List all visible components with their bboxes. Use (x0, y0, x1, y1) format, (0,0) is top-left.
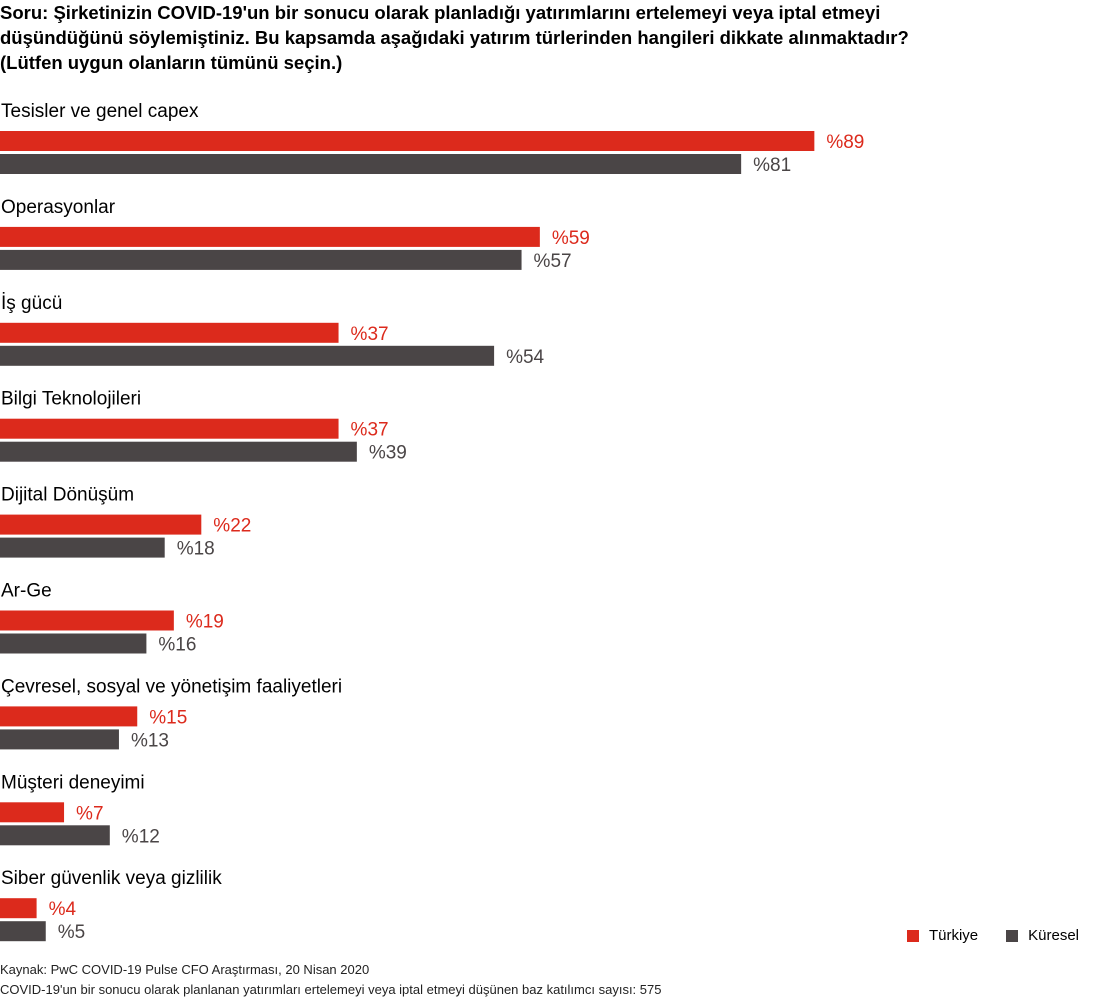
bar-turkiye (0, 898, 37, 919)
bar-kuresel (0, 825, 110, 846)
legend-label-turkiye: Türkiye (928, 927, 979, 944)
value-label-turkiye: %59 (552, 228, 590, 249)
chart-title-line: düşündüğünü söylemiştiniz. Bu kapsamda a… (0, 27, 909, 48)
bar-turkiye (0, 322, 339, 343)
legend-swatch-turkiye (906, 929, 919, 942)
value-label-kuresel: %18 (177, 539, 215, 560)
category-label: Tesisler ve genel capex (1, 101, 199, 122)
value-label-kuresel: %39 (369, 443, 407, 464)
source-note: Kaynak: PwC COVID-19 Pulse CFO Araştırma… (0, 962, 370, 977)
bar-kuresel (0, 633, 147, 654)
value-label-turkiye: %19 (186, 612, 224, 633)
chart-footer: Kaynak: PwC COVID-19 Pulse CFO Araştırma… (0, 960, 661, 1000)
value-label-turkiye: %37 (351, 420, 389, 441)
legend-item-turkiye: Türkiye (906, 927, 979, 944)
category-label: Dijital Dönüşüm (1, 485, 134, 506)
bar-kuresel (0, 441, 357, 462)
value-label-kuresel: %16 (158, 635, 196, 656)
value-label-kuresel: %5 (58, 922, 85, 943)
category-label: Bilgi Teknolojileri (1, 389, 141, 410)
legend-item-kuresel: Küresel (1006, 927, 1079, 944)
category-label: Siber güvenlik veya gizlilik (1, 868, 222, 889)
value-label-turkiye: %22 (213, 516, 251, 537)
bar-turkiye (0, 802, 65, 823)
bar-kuresel (0, 537, 165, 558)
value-label-kuresel: %81 (753, 155, 791, 176)
category-label: İş gücü (1, 293, 62, 314)
value-label-kuresel: %13 (131, 730, 169, 751)
bar-turkiye (0, 226, 540, 247)
category-label: Müşteri deneyimi (1, 772, 145, 793)
legend-label-kuresel: Küresel (1028, 927, 1079, 944)
legend-swatch-kuresel (1006, 929, 1019, 942)
category-label: Operasyonlar (1, 197, 116, 218)
bar-kuresel (0, 154, 742, 174)
bar-turkiye (0, 131, 815, 151)
value-label-kuresel: %54 (506, 347, 544, 368)
value-label-kuresel: %12 (122, 826, 160, 847)
category-label: Çevresel, sosyal ve yönetişim faaliyetle… (1, 676, 342, 697)
chart-legend: Türkiye Küresel (906, 927, 1079, 944)
category-label: Ar-Ge (1, 581, 52, 602)
chart-title: Soru: Şirketinizin COVID-19'un bir sonuc… (0, 0, 1090, 75)
bar-kuresel (0, 345, 495, 366)
value-label-turkiye: %7 (76, 803, 103, 824)
value-label-turkiye: %37 (351, 324, 389, 345)
base-note: COVID-19'un bir sonucu olarak planlanan … (0, 982, 662, 997)
bar-turkiye (0, 706, 138, 727)
bar-kuresel (0, 249, 522, 270)
chart-title-line: Soru: Şirketinizin COVID-19'un bir sonuc… (0, 2, 881, 23)
bar-turkiye (0, 514, 202, 535)
value-label-kuresel: %57 (534, 251, 572, 272)
chart-title-line: (Lütfen uygun olanların tümünü seçin.) (0, 52, 343, 73)
value-label-turkiye: %89 (826, 132, 864, 153)
bar-turkiye (0, 610, 174, 631)
value-label-turkiye: %4 (49, 899, 77, 920)
value-label-turkiye: %15 (149, 707, 187, 728)
bar-kuresel (0, 921, 46, 942)
bar-chart: Tesisler ve genel capex %89 %81 Operasyonla… (0, 101, 864, 943)
bar-turkiye (0, 418, 339, 439)
bar-kuresel (0, 729, 119, 750)
